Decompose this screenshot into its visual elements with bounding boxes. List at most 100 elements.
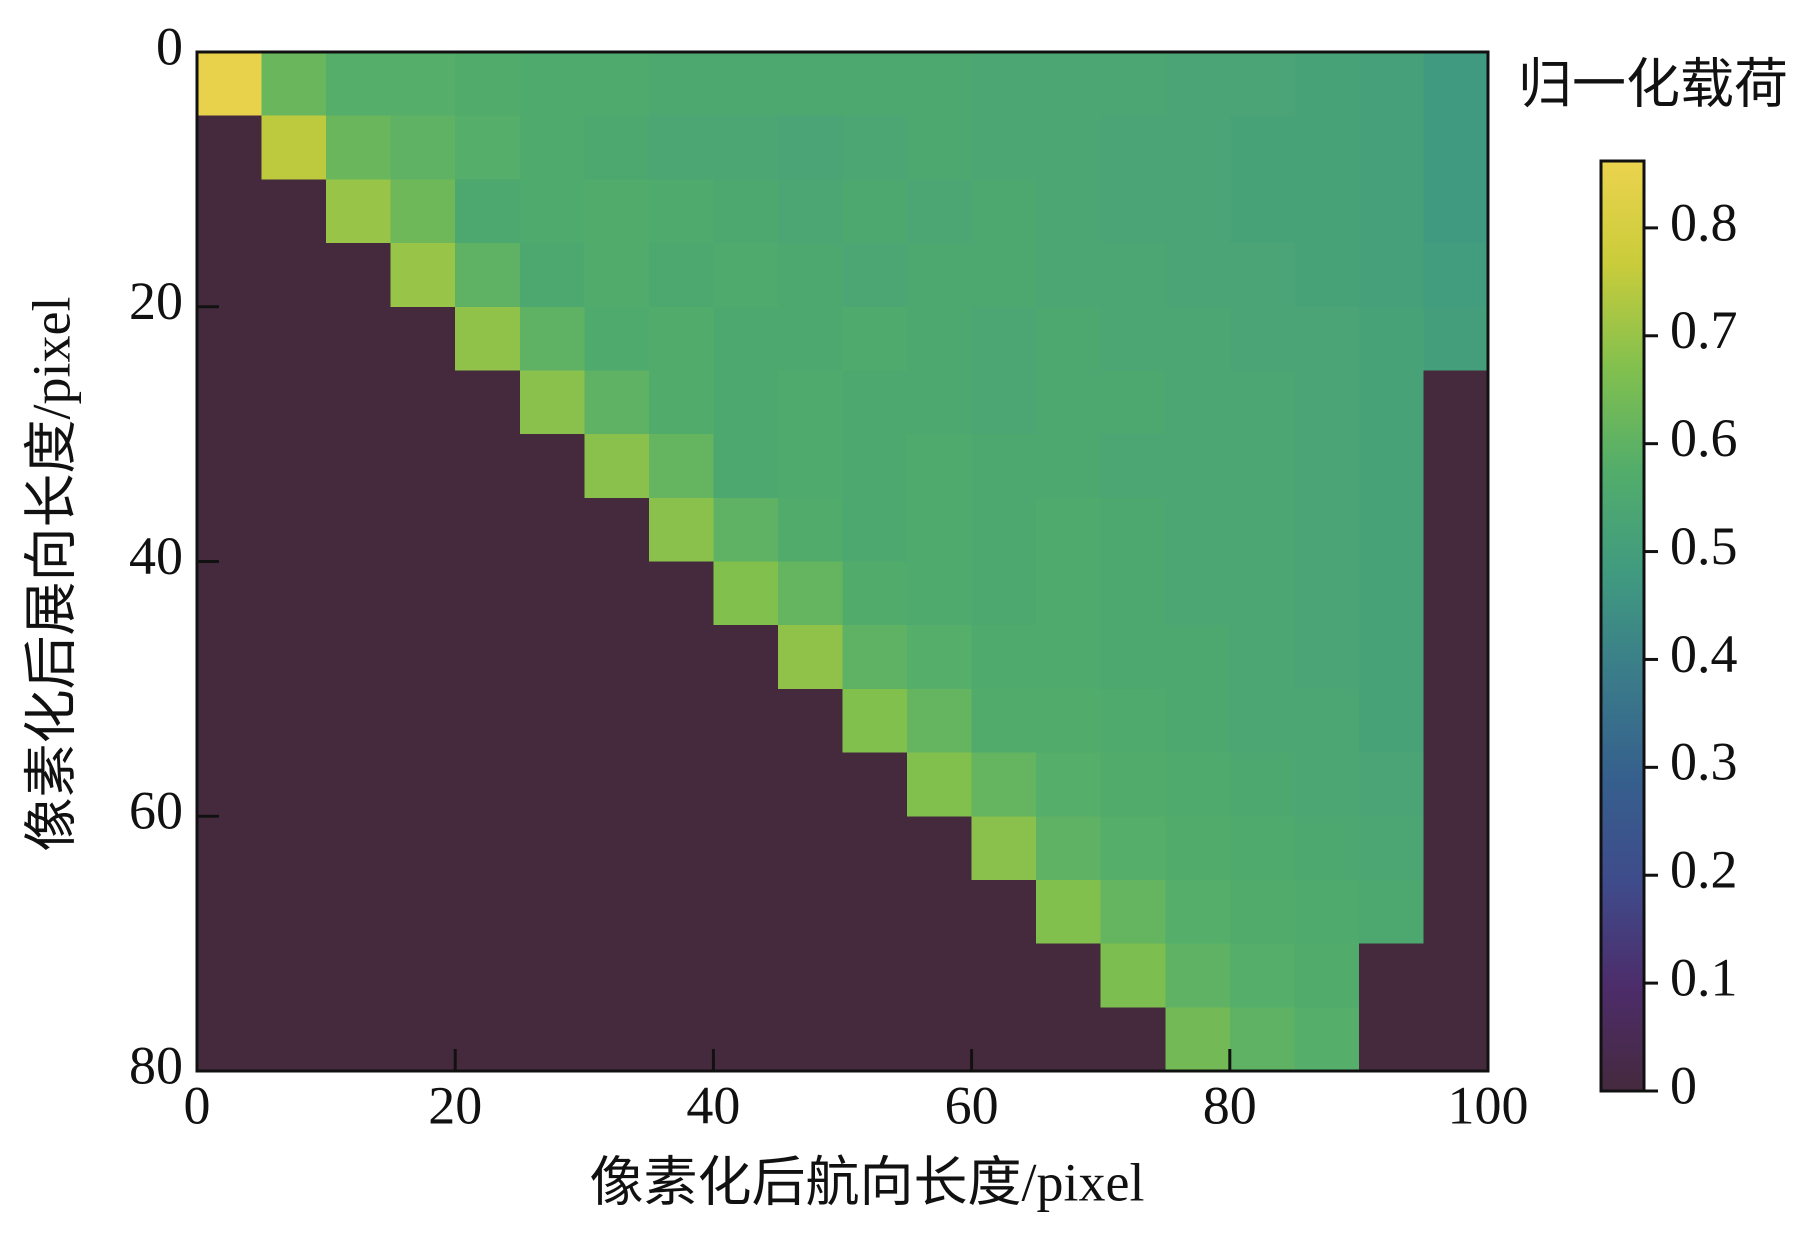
heatmap-cell (648, 306, 714, 372)
y-axis-title: 像素化后展向长度/pixel (21, 297, 81, 852)
heatmap-cell (1358, 306, 1425, 372)
heatmap-cell (326, 52, 392, 117)
heatmap-cell (1100, 561, 1166, 626)
heatmap-cell (777, 243, 844, 308)
heatmap-cell (777, 497, 844, 563)
heatmap-cell (1100, 752, 1166, 817)
heatmap-cell (648, 370, 714, 435)
heatmap-cell (197, 688, 263, 754)
x-tick-label: 20 (428, 1075, 482, 1135)
x-tick-label: 40 (686, 1075, 740, 1135)
heatmap-cell (326, 816, 392, 881)
heatmap-cell (648, 52, 714, 117)
heatmap-cell (584, 816, 650, 881)
heatmap-cell (584, 752, 650, 817)
heatmap-cell (907, 243, 973, 308)
heatmap-cell (1294, 497, 1360, 563)
heatmap-cell (971, 752, 1037, 817)
heatmap-cell (197, 1007, 263, 1072)
heatmap-cell (197, 115, 263, 180)
heatmap-cell (648, 179, 714, 244)
heatmap-cell (1423, 179, 1489, 244)
heatmap-cell (197, 497, 263, 563)
heatmap-cell (1100, 370, 1166, 435)
heatmap-cell (648, 879, 714, 945)
heatmap-cell (713, 943, 779, 1008)
heatmap-cell (1165, 625, 1231, 690)
x-tick-label: 0 (184, 1075, 211, 1135)
heatmap-cell (197, 879, 263, 945)
heatmap-cell (261, 816, 327, 881)
heatmap-cell (1229, 370, 1295, 435)
heatmap-cell (971, 434, 1037, 499)
heatmap-cell (1294, 179, 1360, 244)
heatmap-cell (1036, 115, 1102, 180)
y-tick-label: 20 (129, 271, 183, 331)
heatmap-cell (1229, 179, 1295, 244)
heatmap-cell (1229, 497, 1295, 563)
heatmap-cell (713, 115, 779, 180)
heatmap-cell (713, 370, 779, 435)
heatmap-cell (713, 561, 779, 626)
heatmap-cell (842, 115, 908, 180)
heatmap-cell (390, 1007, 456, 1072)
heatmap-cell (1100, 497, 1166, 563)
heatmap-cell (1358, 879, 1425, 945)
heatmap-cell (907, 816, 973, 881)
heatmap-cell (455, 816, 521, 881)
x-tick-label: 80 (1203, 1075, 1257, 1135)
heatmap-cell (907, 370, 973, 435)
heatmap-cell (842, 561, 908, 626)
heatmap-cell (1423, 816, 1489, 881)
heatmap-cell (907, 625, 973, 690)
heatmap-cell (584, 179, 650, 244)
heatmap-cell (1423, 434, 1489, 499)
heatmap-cell (713, 816, 779, 881)
heatmap-cell (1229, 688, 1295, 754)
colorbar: 0 0.1 0.2 0.3 0.4 0.5 0.6 0.7 0.8 (1599, 159, 1738, 1115)
heatmap-cell (1036, 943, 1102, 1008)
heatmap-cell (1423, 243, 1489, 308)
heatmap-cell (1423, 52, 1489, 117)
heatmap-cell (1423, 879, 1489, 945)
heatmap-cell (907, 434, 973, 499)
heatmap-cell (390, 879, 456, 945)
heatmap-cell (1036, 52, 1102, 117)
heatmap-cell (261, 688, 327, 754)
heatmap-cell (326, 243, 392, 308)
heatmap-cell (1229, 434, 1295, 499)
heatmap-cell (971, 52, 1037, 117)
heatmap-cell (584, 1007, 650, 1072)
heatmap-cell (519, 752, 585, 817)
heatmap-cell (519, 243, 585, 308)
colorbar-tick-label: 0.1 (1670, 948, 1738, 1008)
heatmap-cell (326, 497, 392, 563)
heatmap-cell (455, 497, 521, 563)
heatmap-cell (455, 1007, 521, 1072)
heatmap-cell (455, 561, 521, 626)
heatmap-cell (390, 179, 456, 244)
heatmap-cell (648, 816, 714, 881)
heatmap-cell (907, 497, 973, 563)
heatmap-cell (1423, 688, 1489, 754)
heatmap-cell (1165, 52, 1231, 117)
colorbar-label: 归一化载荷 (1518, 54, 1788, 114)
heatmap-cell (519, 625, 585, 690)
heatmap-cell (907, 52, 973, 117)
heatmap-cell (261, 434, 327, 499)
heatmap-cell (648, 625, 714, 690)
heatmap-cell (584, 434, 650, 499)
heatmap-cell (584, 370, 650, 435)
heatmap-cell (455, 306, 521, 372)
heatmap-cell (1165, 561, 1231, 626)
heatmap-cell (1229, 752, 1295, 817)
heatmap-cell (1294, 434, 1360, 499)
heatmap-cell (777, 434, 844, 499)
heatmap-cell (907, 306, 973, 372)
heatmap-cell (390, 752, 456, 817)
heatmap-cell (197, 52, 263, 117)
heatmap-cell (261, 1007, 327, 1072)
heatmap-cell (197, 370, 263, 435)
heatmap-cell (713, 497, 779, 563)
heatmap-cell (326, 879, 392, 945)
